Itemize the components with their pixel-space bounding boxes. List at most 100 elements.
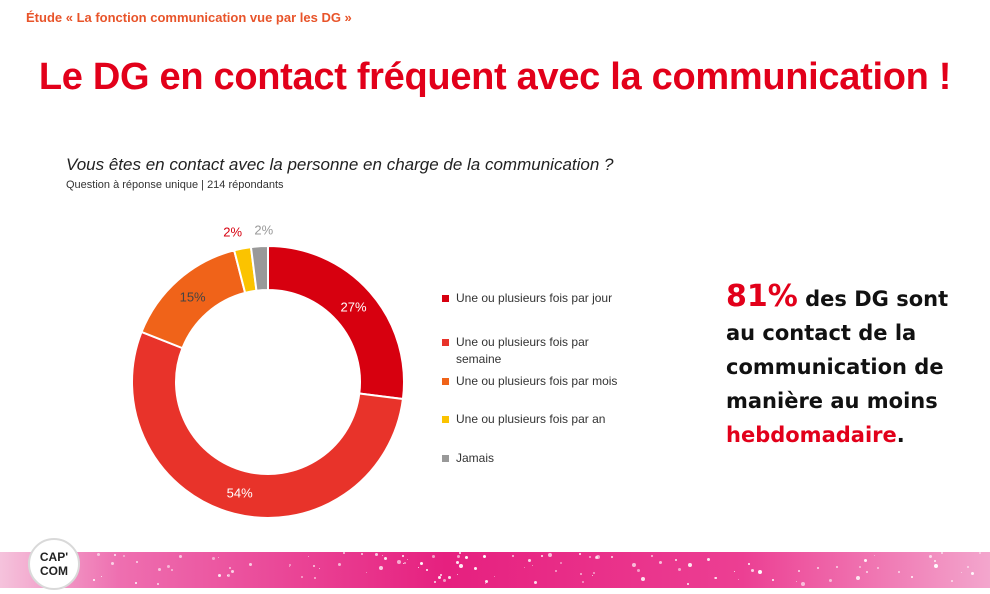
footer-dot (934, 564, 938, 568)
footer-dot (866, 571, 868, 573)
footer-dot (313, 565, 315, 567)
footer-dot (111, 562, 114, 565)
footer-dot (796, 581, 797, 582)
footer-dot (898, 571, 900, 573)
footer-dot (582, 581, 584, 583)
legend-label: Une ou plusieurs fois par jour (442, 290, 662, 307)
footer-dot (951, 580, 953, 582)
footer-dot (678, 568, 681, 571)
donut-data-label: 54% (227, 485, 253, 500)
footer-dot (592, 575, 593, 576)
footer-dot (934, 560, 936, 562)
donut-data-label: 15% (180, 289, 206, 304)
legend-item: Jamais (442, 450, 662, 467)
footer-dot (734, 571, 735, 572)
footer-dot (715, 577, 717, 579)
footer-dot (457, 574, 458, 575)
footer-dot (798, 570, 800, 572)
footer-dot (403, 563, 404, 564)
footer-dot (836, 566, 838, 568)
legend-label: Une ou plusieurs fois par semaine (442, 334, 662, 368)
footer-dot (397, 560, 401, 564)
footer-dot (443, 579, 446, 582)
footer-dot (179, 555, 182, 558)
footer-dot (971, 572, 974, 575)
donut-data-label: 27% (340, 300, 366, 315)
footer-dot (941, 552, 943, 554)
footer-dot (382, 555, 383, 556)
footer-dot (532, 565, 533, 566)
footer-dot (485, 583, 486, 584)
footer-dot (420, 562, 423, 565)
footer-band (0, 552, 990, 588)
legend-swatch (442, 455, 449, 462)
legend-label-line1: Une ou plusieurs fois par an (456, 412, 606, 426)
footer-dot (434, 581, 436, 583)
footer-dot (961, 572, 962, 573)
donut-data-label: 2% (223, 225, 242, 240)
footer-dot (707, 558, 710, 561)
footer-dot (289, 564, 291, 566)
donut-labels: 27% 54% 15% 2% 2% (180, 222, 367, 500)
callout-end: . (896, 423, 905, 447)
footer-dot (748, 563, 750, 565)
footer-dot (158, 568, 161, 571)
key-insight-callout: 81% des DG sont au contact de la communi… (726, 280, 976, 452)
footer-dot (438, 576, 441, 579)
footer-dot (641, 577, 645, 581)
footer-dot (580, 573, 582, 575)
footer-dot (560, 562, 562, 564)
footer-dot (167, 565, 170, 568)
footer-dot (457, 555, 460, 558)
footer-dot (361, 553, 363, 555)
donut-segment (267, 244, 405, 401)
footer-dot (97, 553, 100, 556)
footer-dot (136, 561, 138, 563)
footer-dot (687, 583, 689, 585)
footer-dot (366, 572, 367, 573)
footer-dot (426, 569, 428, 571)
footer-dot (593, 572, 595, 574)
survey-question-meta: Question à réponse unique | 214 répondan… (66, 179, 284, 191)
footer-dot (218, 557, 219, 558)
legend-item: Une ou plusieurs fois par mois (442, 373, 662, 390)
footer-dot (338, 563, 341, 566)
footer-dot (485, 580, 488, 583)
footer-dot (758, 570, 762, 574)
footer-dot (877, 567, 879, 569)
footer-dot (548, 553, 552, 557)
logo-line-1: CAP' (39, 550, 69, 564)
footer-dot (979, 552, 981, 554)
footer-dot (418, 567, 419, 568)
footer-dot (512, 555, 514, 557)
footer-dot (589, 556, 591, 558)
donut-segments (131, 244, 405, 519)
footer-dot (714, 577, 716, 579)
donut-segment (131, 330, 405, 519)
legend-label-line1: Jamais (456, 451, 495, 465)
footer-dot (289, 566, 290, 567)
survey-question: Vous êtes en contact avec la personne en… (66, 155, 614, 174)
footer-dot (534, 581, 537, 584)
legend-swatch (442, 295, 449, 302)
footer-dot (384, 557, 387, 560)
capcom-logo: CAP' COM (28, 538, 80, 590)
footer-dot (101, 576, 102, 577)
footer-dot (229, 567, 231, 569)
footer-dot (114, 554, 116, 556)
legend-label-line1: Une ou plusieurs fois par mois (456, 374, 618, 388)
legend-swatch (442, 339, 449, 346)
footer-dot (688, 563, 692, 567)
footer-dot (375, 553, 378, 556)
footer-dot (555, 570, 557, 572)
donut-data-label: 2% (254, 222, 273, 237)
footer-dot (817, 567, 819, 569)
footer-dot (596, 555, 600, 559)
footer-dot (611, 556, 613, 558)
footer-dot (432, 555, 435, 558)
footer-dot (456, 561, 459, 564)
footer-dot (751, 569, 754, 572)
footer-dot (440, 574, 442, 576)
legend-item: Une ou plusieurs fois par semaine (442, 334, 662, 368)
